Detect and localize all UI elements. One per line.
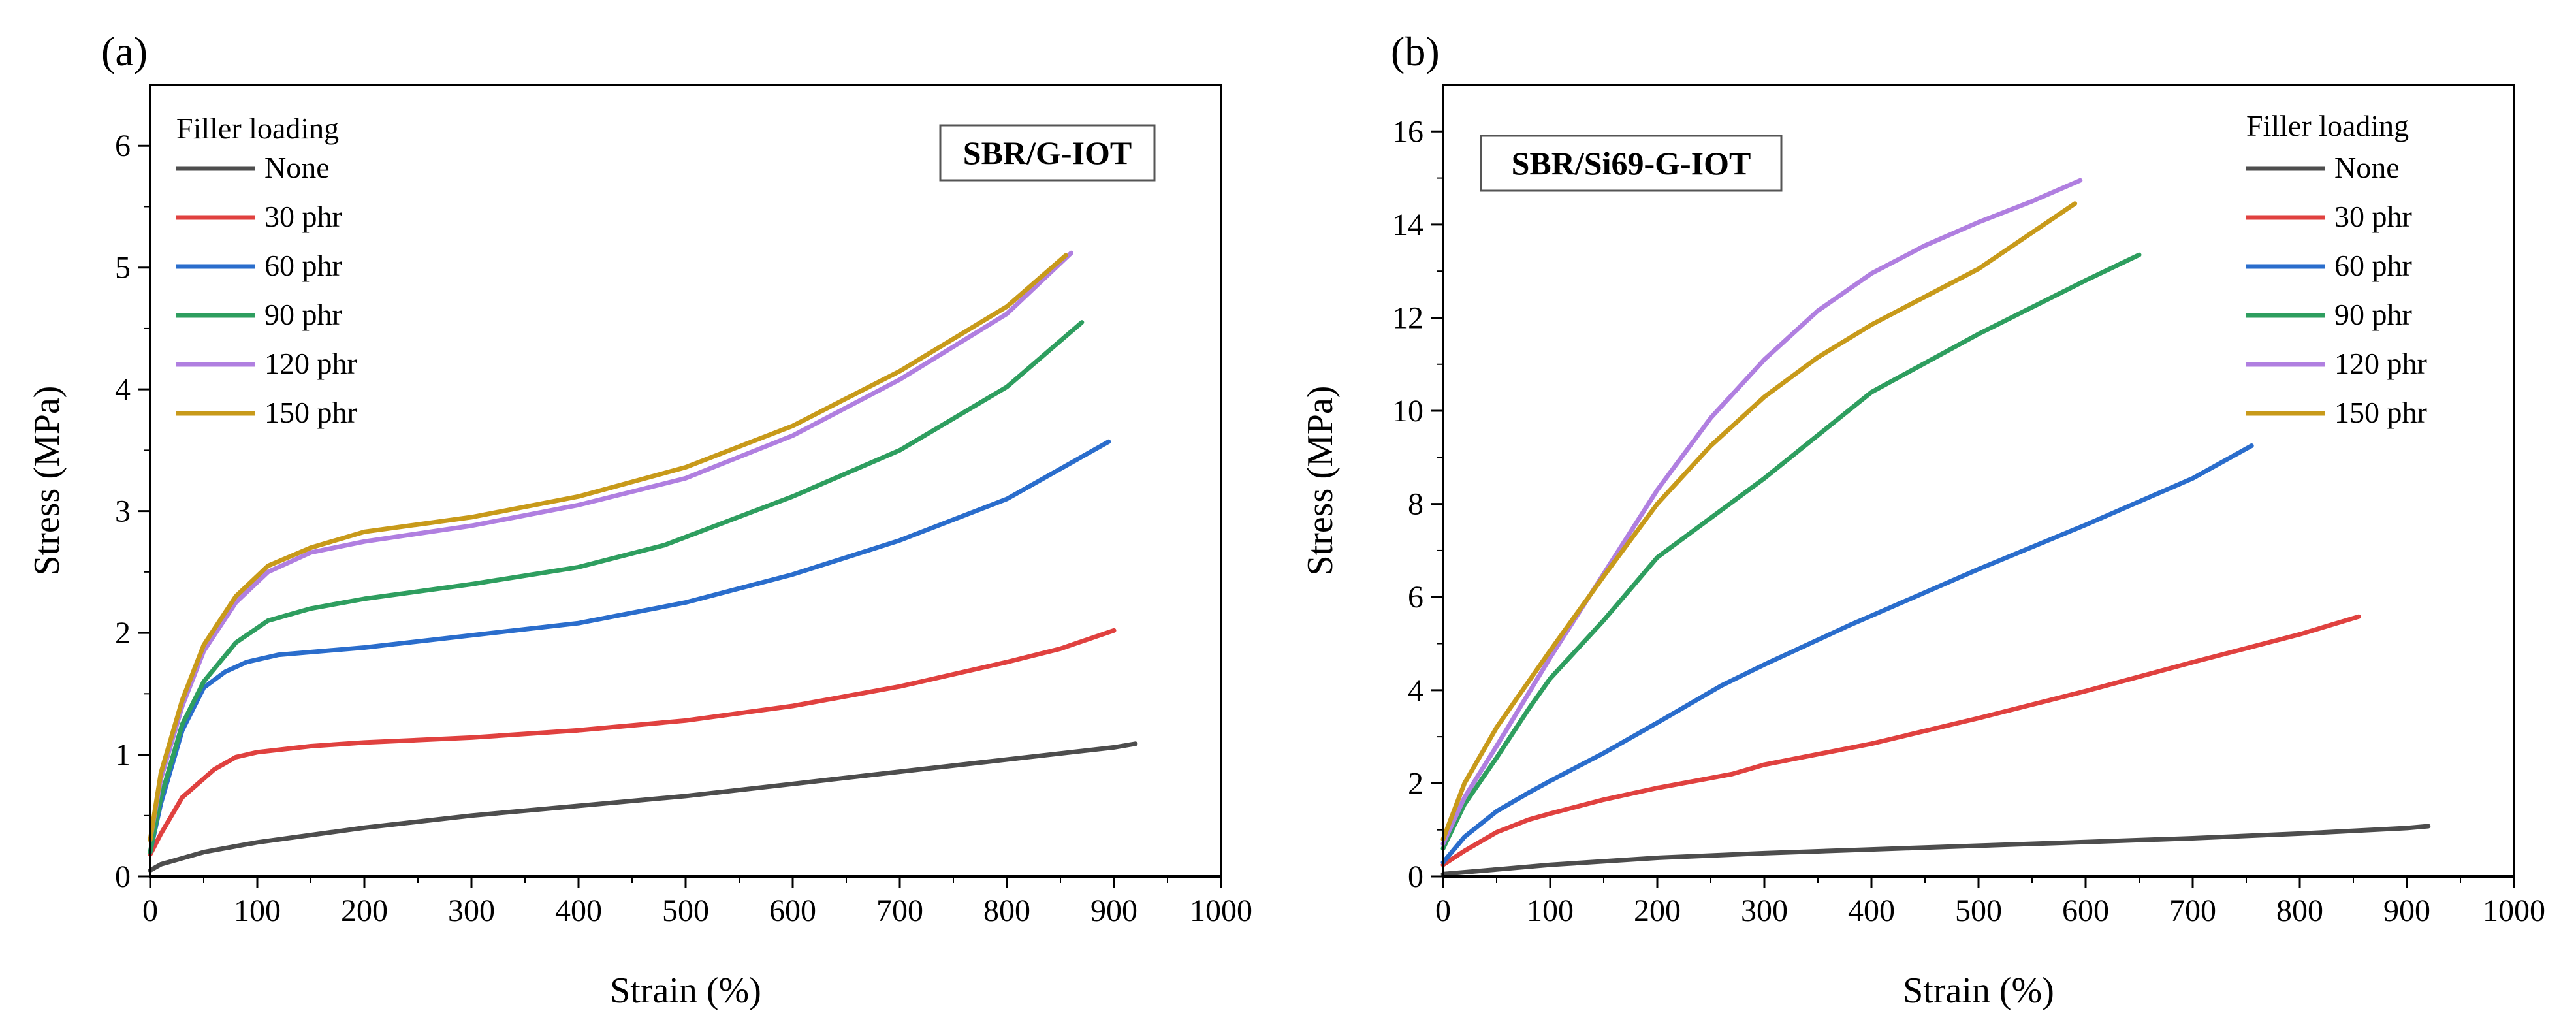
panel-b-legend-label-none: None [2334, 151, 2400, 184]
panel-b-x-tick-label: 200 [1634, 893, 1681, 928]
panel-b-x-axis-title: Strain (%) [1903, 970, 2054, 1011]
panel-b-ticks: 0 100 200 300 400 500 600 700 800 900 1000 0 2 4 6 8 10 1… [1392, 114, 2545, 928]
panel-b-legend-label-120-phr: 120 phr [2334, 347, 2427, 380]
panel-a-x-tick-label: 900 [1090, 893, 1137, 928]
panel-b-series-line-120-phr [1440, 178, 2083, 846]
panel-b-series-layer [1440, 178, 2431, 876]
panel-b-x-tick-label: 500 [1955, 893, 2002, 928]
panel-b-x-tick-label: 100 [1527, 893, 1574, 928]
panel-a-legend-label-none: None [264, 151, 330, 184]
panel-a: (a) 0 100 200 300 400 500 600 700 800 900 1000 0 1 2 3… [27, 28, 1252, 1011]
panel-a-y-axis-title: Stress (MPa) [27, 386, 67, 576]
panel-b-y-tick-label: 12 [1392, 300, 1423, 335]
panel-a-x-tick-label: 0 [142, 893, 158, 928]
panel-b-x-tick-label: 300 [1741, 893, 1788, 928]
panel-b-y-tick-label: 2 [1408, 766, 1423, 801]
panel-b-letter: (b) [1391, 28, 1440, 74]
panel-a-x-tick-label: 700 [876, 893, 923, 928]
panel-b-x-tick-label: 900 [2383, 893, 2430, 928]
panel-a-y-tick-label: 4 [115, 372, 131, 407]
panel-a-legend-label-60-phr: 60 phr [264, 249, 342, 282]
panel-b-sample-box-frame [1480, 135, 1783, 192]
panel-a-series-line-60-phr [148, 439, 1111, 855]
panel-a-legend: Filler loading None 30 phr 60 phr 90 phr 120… [176, 112, 357, 429]
panel-a-y-tick-label: 3 [115, 494, 131, 529]
panel-b-series-line-90-phr [1440, 252, 2142, 851]
panel-b-x-tick-label: 600 [2062, 893, 2109, 928]
panel-a-x-tick-label: 1000 [1190, 893, 1252, 928]
panel-b-y-tick-label: 16 [1392, 114, 1423, 149]
panel-a-series-line-30-phr [148, 628, 1117, 857]
panel-a-x-tick-label: 800 [983, 893, 1030, 928]
panel-b-series-line-150-phr [1440, 201, 2078, 842]
panel-b-legend-label-30-phr: 30 phr [2334, 200, 2412, 233]
panel-a-x-tick-label: 500 [662, 893, 709, 928]
panel-b-y-tick-label: 14 [1392, 208, 1423, 242]
panel-a-sample-box: SBR/G-IOT [939, 124, 1156, 182]
panel-a-x-tick-label: 100 [234, 893, 281, 928]
panel-a-x-tick-label: 400 [555, 893, 602, 928]
panel-a-series-line-90-phr [148, 320, 1085, 855]
panel-b-y-tick-label: 4 [1408, 673, 1423, 708]
panel-a-x-tick-label: 600 [769, 893, 816, 928]
panel-b-legend-title: Filler loading [2246, 109, 2409, 142]
panel-a-letter: (a) [101, 28, 148, 74]
panel-b: (b) 0 100 200 300 400 500 600 700 800 900 1000 0 2 4 6… [1300, 28, 2545, 1011]
panel-a-sample-box-frame [939, 124, 1156, 182]
panel-a-series-line-120-phr [148, 250, 1073, 842]
panel-b-legend-label-60-phr: 60 phr [2334, 249, 2412, 282]
panel-a-legend-label-90-phr: 90 phr [264, 298, 342, 331]
panel-a-legend-title: Filler loading [176, 112, 339, 145]
panel-b-series-line-30-phr [1440, 614, 2361, 867]
panel-b-y-tick-label: 6 [1408, 580, 1423, 615]
panel-a-y-tick-label: 2 [115, 616, 131, 650]
panel-a-y-tick-label: 5 [115, 251, 131, 285]
panel-a-x-axis-title: Strain (%) [610, 970, 761, 1011]
panel-b-y-tick-label: 0 [1408, 859, 1423, 894]
panel-a-legend-label-30-phr: 30 phr [264, 200, 342, 233]
panel-a-series-line-none [148, 741, 1138, 873]
panel-a-series-layer [148, 250, 1138, 873]
panel-b-y-tick-label: 10 [1392, 394, 1423, 428]
panel-a-ticks: 0 100 200 300 400 500 600 700 800 900 1000 0 1 2 3 4 5 6 [115, 129, 1252, 928]
panel-a-x-tick-label: 200 [341, 893, 388, 928]
panel-b-x-tick-label: 700 [2169, 893, 2216, 928]
panel-a-y-tick-label: 1 [115, 738, 131, 773]
panel-b-legend-label-90-phr: 90 phr [2334, 298, 2412, 331]
panel-b-y-tick-label: 8 [1408, 487, 1423, 522]
panel-a-y-tick-label: 0 [115, 859, 131, 894]
panel-a-sample-label: SBR/G-IOT [963, 135, 1132, 171]
panel-b-legend-label-150-phr: 150 phr [2334, 396, 2427, 429]
panel-b-x-tick-label: 1000 [2483, 893, 2545, 928]
panel-a-legend-label-120-phr: 120 phr [264, 347, 357, 380]
panel-b-legend: Filler loading None 30 phr 60 phr 90 phr 120… [2246, 109, 2427, 429]
panel-b-y-axis-title: Stress (MPa) [1300, 386, 1341, 576]
panel-b-series-line-60-phr [1440, 443, 2254, 865]
panel-b-sample-label: SBR/Si69-G-IOT [1512, 145, 1751, 182]
panel-a-y-tick-label: 6 [115, 129, 131, 163]
panel-b-sample-box: SBR/Si69-G-IOT [1480, 135, 1783, 192]
panel-a-legend-label-150-phr: 150 phr [264, 396, 357, 429]
panel-b-series-line-none [1440, 824, 2431, 876]
panel-b-x-tick-label: 400 [1848, 893, 1895, 928]
panel-b-x-tick-label: 0 [1435, 893, 1451, 928]
panel-a-series-line-150-phr [148, 253, 1068, 842]
panel-b-x-tick-label: 800 [2276, 893, 2323, 928]
panel-a-x-tick-label: 300 [448, 893, 495, 928]
